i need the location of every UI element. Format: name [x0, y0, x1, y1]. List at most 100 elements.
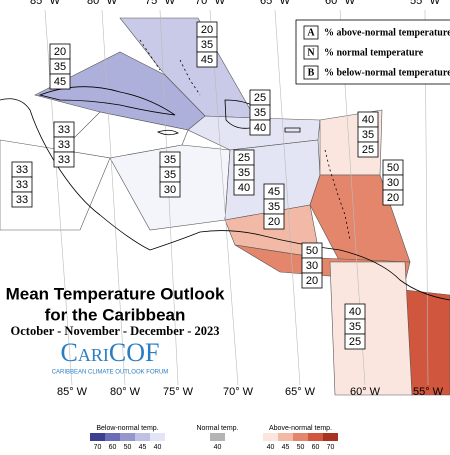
key-letter: B	[308, 67, 315, 78]
region-value: 50	[306, 245, 318, 257]
lesser-antilles	[324, 149, 351, 241]
colorbar-tick: 40	[154, 444, 162, 450]
lon-label-top: 70° W	[195, 0, 226, 7]
colorbar: Below-normal temp. 70 60 50 45 40 Normal temp.…	[90, 425, 338, 451]
colorbar-tick: 40	[267, 444, 275, 450]
region-value: 20	[306, 275, 318, 287]
lon-label-bottom: 70° W	[223, 386, 254, 398]
colorbar-swatch	[135, 433, 150, 441]
region-value: 35	[238, 167, 250, 179]
colorbar-swatch	[90, 433, 105, 441]
region-value: 33	[58, 124, 70, 136]
lon-label-bottom: 55° W	[413, 386, 444, 398]
region-value: 25	[254, 92, 266, 104]
graticule	[44, 9, 429, 386]
colorbar-tick: 45	[282, 444, 290, 450]
key-text: % below-normal temperature	[324, 67, 450, 78]
key-letter: A	[307, 27, 315, 38]
key-text: % normal temperature	[324, 47, 424, 58]
lon-label-bottom: 60° W	[350, 386, 381, 398]
region-value: 35	[362, 129, 374, 141]
colorbar-tick: 40	[214, 444, 222, 450]
region-value: 33	[58, 154, 70, 166]
lon-label-top: 65° W	[260, 0, 291, 7]
colorbar-label: Above-normal temp.	[269, 425, 332, 432]
region-value: 40	[238, 182, 250, 194]
region-value: 35	[349, 321, 361, 333]
colorbar-tick: 60	[312, 444, 320, 450]
key-box	[295, 19, 450, 85]
lon-label-top: 85° W	[30, 0, 61, 7]
region-value: 35	[54, 61, 66, 73]
region-value: 33	[16, 179, 28, 191]
logo: CariCOF	[61, 338, 160, 367]
region-value: 20	[54, 46, 66, 58]
value-box	[301, 272, 323, 289]
region-value: 35	[164, 154, 176, 166]
key-letter: N	[307, 47, 315, 58]
key-text: % above-normal temperature	[324, 27, 450, 38]
colorbar-swatch	[308, 433, 323, 441]
region-value: 40	[349, 306, 361, 318]
lon-label-top: 60° W	[325, 0, 356, 7]
coastlines	[0, 39, 450, 301]
key: A % above-normal temperature N % normal tem…	[295, 19, 450, 85]
region-value: 20	[387, 192, 399, 204]
colorbar-tick: 45	[139, 444, 147, 450]
colorbar-swatch	[210, 433, 225, 441]
region-value: 30	[306, 260, 318, 272]
colorbar-swatch	[323, 433, 338, 441]
value-box	[249, 119, 271, 136]
region-value: 40	[362, 114, 374, 126]
cuba	[38, 86, 176, 116]
value-box	[196, 51, 218, 68]
lon-label-bottom: 75° W	[163, 386, 194, 398]
colorbar-tick: 60	[109, 444, 117, 450]
colorbar-swatch	[105, 433, 120, 441]
region-value: 35	[254, 107, 266, 119]
colorbar-tick: 70	[327, 444, 335, 450]
region-value: 25	[238, 152, 250, 164]
colorbar-tick: 50	[124, 444, 132, 450]
puerto-rico	[284, 127, 301, 133]
region-value: 35	[268, 201, 280, 213]
region-value: 35	[201, 39, 213, 51]
longitude-labels: 85° W 80° W 75° W 70° W 65° W 60° W 55° W 85° W…	[30, 0, 444, 398]
key-letter-box	[303, 65, 319, 80]
jamaica	[156, 129, 179, 136]
colorbar-label: Normal temp.	[196, 425, 238, 432]
colorbar-tick: 70	[94, 444, 102, 450]
meridians	[44, 9, 429, 386]
region-value: 30	[387, 177, 399, 189]
region	[329, 261, 413, 396]
region-value: 20	[201, 24, 213, 36]
title-line1: Mean Temperature Outlook	[6, 284, 225, 303]
region-value: 30	[164, 184, 176, 196]
value-box	[233, 179, 255, 196]
title-line2: for the Caribbean	[45, 305, 186, 324]
colorbar-swatch	[150, 433, 165, 441]
lon-label-bottom: 85° W	[57, 386, 88, 398]
region-value: 33	[16, 164, 28, 176]
value-box	[159, 181, 181, 198]
colorbar-tick: 50	[297, 444, 305, 450]
colorbar-swatch	[120, 433, 135, 441]
region-value: 50	[387, 162, 399, 174]
lon-label-bottom: 80° W	[110, 386, 141, 398]
bahamas-islands	[139, 39, 201, 96]
value-box	[357, 141, 379, 158]
region-value: 33	[16, 194, 28, 206]
logo-subtitle: CARIBBEAN CLIMATE OUTLOOK FORUM	[52, 370, 169, 376]
lon-label-bottom: 65° W	[285, 386, 316, 398]
key-letter-box	[303, 25, 319, 40]
title-block: Mean Temperature Outlook for the Caribbe…	[6, 284, 225, 375]
colorbar-swatch	[293, 433, 308, 441]
lon-label-top: 55° W	[410, 0, 441, 7]
value-box	[11, 191, 33, 208]
region-value: 35	[164, 169, 176, 181]
key-letter-box	[303, 45, 319, 60]
colorbar-label: Below-normal temp.	[96, 425, 158, 432]
value-box	[263, 213, 285, 230]
region-labels: 20 35 45 20 35 45 33 33 33 33 33 33 35 35 30 25 35 40 25 35…	[11, 21, 404, 350]
